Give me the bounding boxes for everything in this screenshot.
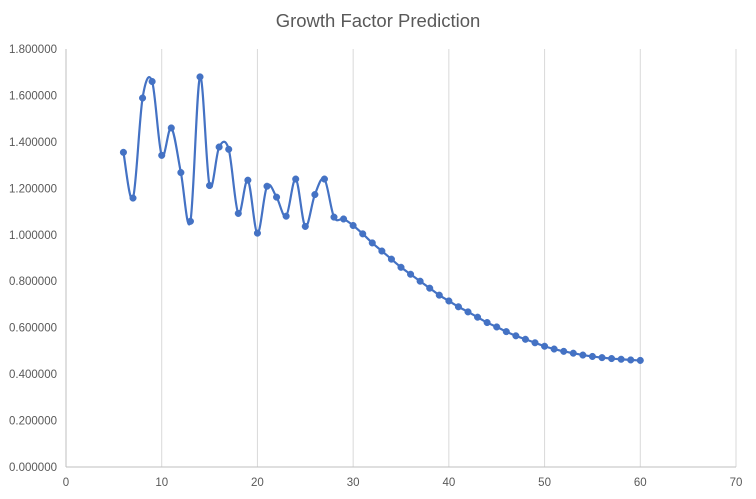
data-point xyxy=(550,345,558,353)
data-point xyxy=(263,182,271,190)
data-point xyxy=(474,313,482,321)
data-point xyxy=(215,143,223,151)
y-tick-label: 0.800000 xyxy=(9,276,57,288)
data-point xyxy=(598,354,606,362)
data-point xyxy=(282,212,290,220)
data-point xyxy=(158,151,166,159)
data-point xyxy=(493,323,501,331)
data-point xyxy=(225,145,233,153)
data-point xyxy=(617,355,625,363)
data-point xyxy=(234,209,242,217)
y-tick-label: 0.400000 xyxy=(9,369,57,381)
x-tick-label: 60 xyxy=(634,477,647,489)
x-tick-label: 20 xyxy=(251,477,264,489)
y-tick-label: 1.000000 xyxy=(9,230,57,242)
data-point xyxy=(340,215,348,223)
data-point xyxy=(454,303,462,311)
y-tick-label: 1.600000 xyxy=(9,90,57,102)
data-point xyxy=(512,332,520,340)
data-point xyxy=(531,339,539,347)
data-point xyxy=(387,255,395,263)
data-point xyxy=(139,94,147,102)
data-point xyxy=(397,263,405,271)
data-point xyxy=(177,168,185,177)
data-point xyxy=(320,175,328,183)
y-tick-label: 0.600000 xyxy=(9,323,57,335)
x-tick-label: 0 xyxy=(63,477,69,489)
data-point xyxy=(368,239,376,247)
data-point xyxy=(407,270,415,278)
data-point xyxy=(167,124,175,132)
data-point xyxy=(359,230,367,238)
data-point xyxy=(569,349,577,357)
data-point xyxy=(301,222,309,230)
data-point xyxy=(273,193,281,201)
data-point xyxy=(186,217,194,225)
data-point xyxy=(445,297,453,305)
y-tick-label: 0.200000 xyxy=(9,416,57,428)
data-point xyxy=(349,221,357,230)
data-point xyxy=(292,175,300,183)
series-line xyxy=(122,75,641,362)
data-point xyxy=(483,319,491,327)
y-tick-label: 1.200000 xyxy=(9,183,57,195)
data-point xyxy=(435,291,443,299)
data-point xyxy=(426,284,434,292)
data-point xyxy=(148,77,156,86)
y-tick-label: 1.800000 xyxy=(9,44,57,56)
data-point xyxy=(636,356,644,364)
data-point xyxy=(588,352,596,361)
data-point xyxy=(464,308,472,316)
data-point xyxy=(416,277,424,285)
data-point xyxy=(627,356,635,364)
data-point xyxy=(608,355,616,363)
data-point xyxy=(579,351,587,359)
data-point xyxy=(378,247,386,255)
data-point xyxy=(541,342,549,350)
x-tick-label: 40 xyxy=(442,477,455,489)
data-point xyxy=(196,73,204,81)
data-point xyxy=(119,148,127,156)
data-point xyxy=(311,191,319,199)
data-point xyxy=(502,328,510,336)
x-tick-label: 30 xyxy=(347,477,360,489)
data-point xyxy=(244,176,252,184)
x-tick-label: 10 xyxy=(155,477,168,489)
data-point xyxy=(253,229,261,237)
data-point xyxy=(560,347,568,355)
data-point xyxy=(521,335,529,343)
x-tick-label: 70 xyxy=(730,477,743,489)
y-tick-label: 1.400000 xyxy=(9,137,57,149)
data-point xyxy=(129,194,137,202)
chart-title: Growth Factor Prediction xyxy=(275,10,481,31)
y-tick-label: 0.000000 xyxy=(9,462,57,474)
data-point xyxy=(330,213,338,221)
data-point xyxy=(206,181,214,190)
x-tick-label: 50 xyxy=(538,477,551,489)
